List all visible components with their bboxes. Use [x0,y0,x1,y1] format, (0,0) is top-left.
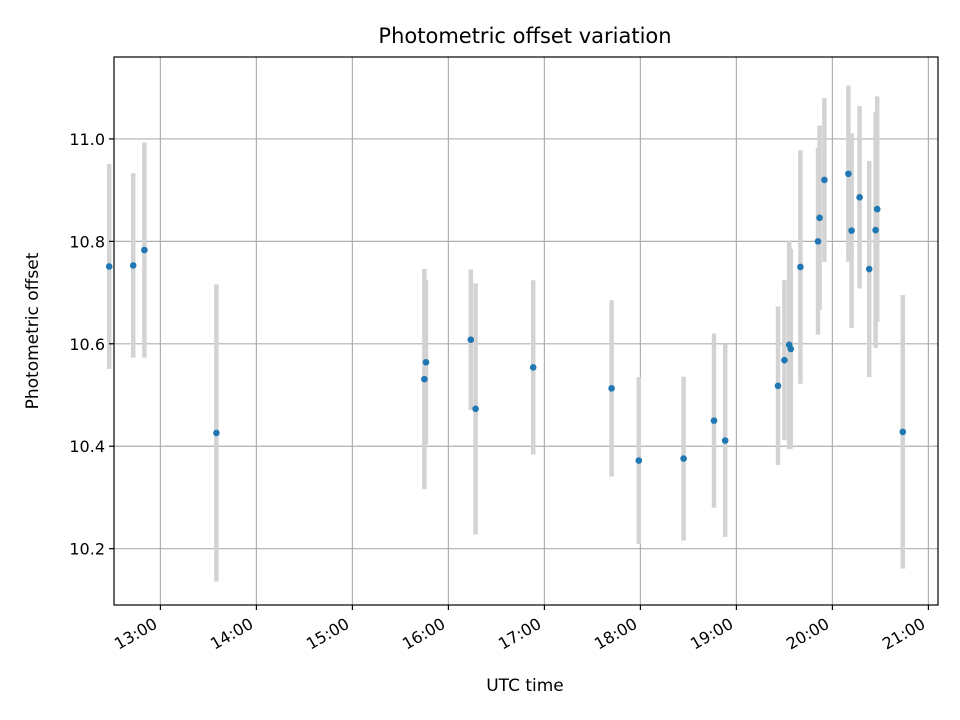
data-point [129,262,137,269]
y-axis-label: Photometric offset [23,252,43,409]
data-point [872,226,879,234]
data-point [814,238,822,245]
data-point [797,263,804,271]
data-point [873,205,881,213]
y-tick-label: 10.4 [69,437,105,456]
plot-frame [113,56,939,606]
data-point [467,336,475,344]
data-point [710,417,718,424]
data-point [774,382,782,390]
data-point [105,263,113,270]
y-tick-label: 10.6 [69,335,105,354]
data-point [787,345,795,353]
data-point [856,194,863,201]
y-tick-label: 11.0 [69,130,105,149]
data-point [721,437,729,444]
data-point [821,176,828,184]
data-point [781,356,788,364]
data-point [213,429,220,437]
data-point [680,455,687,462]
data-points [105,170,907,464]
data-point [845,170,852,178]
x-axis-label: UTC time [486,676,564,696]
data-point [865,265,873,273]
data-point [141,246,148,254]
data-point [422,358,430,366]
y-axis-ticks: 10.2 10.4 10.6 10.8 11.0 [69,130,114,559]
data-point [899,428,907,436]
data-point [635,457,643,464]
data-point [816,214,823,222]
y-tick-label: 10.8 [69,232,105,251]
chart-title: Photometric offset variation [378,24,671,48]
data-point [529,364,537,371]
data-point [472,405,479,413]
data-point [421,375,428,383]
y-tick-label: 10.2 [69,540,105,559]
data-point [848,227,855,234]
data-point [608,385,615,392]
